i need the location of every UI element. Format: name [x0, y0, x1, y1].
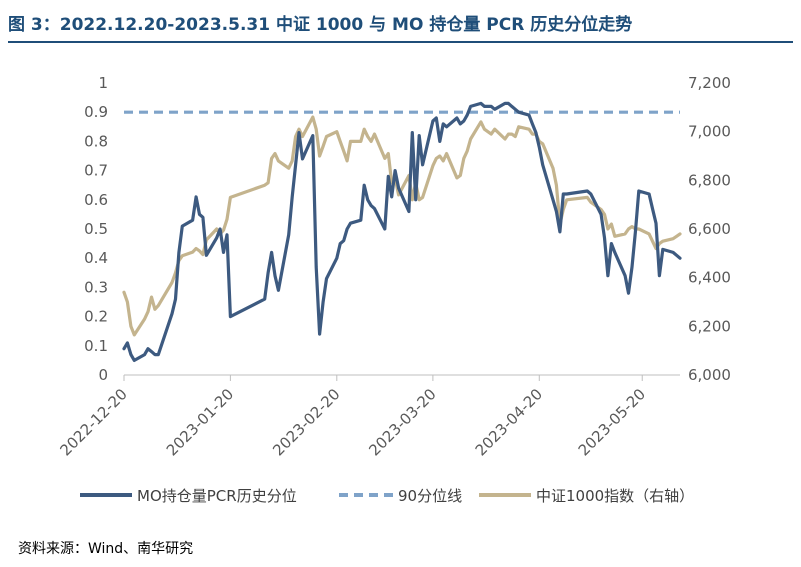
y-right-tick-label: 6,200	[688, 317, 731, 335]
y-left-tick-label: 0.3	[84, 278, 108, 296]
y-right-tick-label: 6,000	[688, 366, 731, 384]
title-divider	[8, 41, 793, 43]
series-line-pcr	[122, 101, 682, 362]
axes: 2022-12-20 2023-01-20 2023-02-20 2023-03-20…	[56, 74, 731, 459]
y-left-tick-label: 1	[98, 74, 108, 92]
series-layer	[122, 101, 682, 362]
y-left-tick-label: 0.5	[84, 220, 108, 238]
y-right-tick-label: 6,800	[688, 171, 731, 189]
x-tick-label: 2023-02-20	[269, 385, 343, 459]
y-left-tick-label: 0.2	[84, 308, 108, 326]
series-line-index	[122, 115, 682, 337]
x-tick-label: 2023-05-20	[575, 385, 649, 459]
x-tick-label: 2022-12-20	[56, 385, 130, 459]
y-left-tick-label: 0.6	[84, 191, 108, 209]
source-note: 资料来源：Wind、南华研究	[18, 541, 194, 557]
y-left-tick-label: 0.8	[84, 132, 108, 150]
x-tick-label: 2023-04-20	[472, 385, 546, 459]
figure-title: 图 3：2022.12.20-2023.5.31 中证 1000 与 MO 持仓…	[8, 15, 633, 35]
x-tick-label: 2023-03-20	[365, 385, 439, 459]
y-left-tick-label: 0.1	[84, 337, 108, 355]
y-left-tick-label: 0.4	[84, 249, 108, 267]
legend-item-p90-label: 90分位线	[398, 487, 462, 505]
y-right-tick-label: 7,000	[688, 123, 731, 141]
y-right-tick-label: 6,600	[688, 220, 731, 238]
legend-item-pcr-label: MO持仓量PCR历史分位	[137, 487, 297, 505]
y-right-tick-label: 7,200	[688, 74, 731, 92]
x-tick-label: 2023-01-20	[163, 385, 237, 459]
legend-item-index-label: 中证1000指数（右轴）	[536, 487, 694, 505]
y-left-tick-label: 0.9	[84, 103, 108, 121]
y-left-tick-label: 0	[98, 366, 108, 384]
y-left-tick-label: 0.7	[84, 162, 108, 180]
y-right-tick-label: 6,400	[688, 269, 731, 287]
legend: MO持仓量PCR历史分位 90分位线 中证1000指数（右轴）	[80, 487, 694, 505]
